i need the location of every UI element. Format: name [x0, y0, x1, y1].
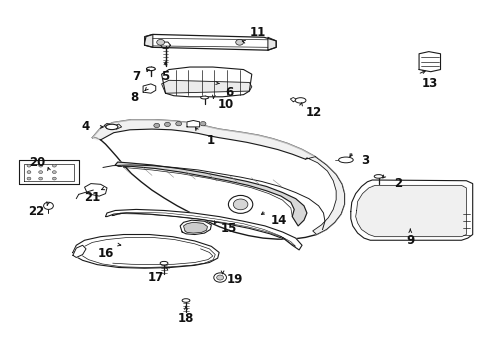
- Circle shape: [175, 122, 181, 126]
- Ellipse shape: [200, 96, 208, 99]
- Circle shape: [43, 202, 53, 210]
- Text: 13: 13: [421, 77, 437, 90]
- Polygon shape: [73, 234, 219, 268]
- Text: 10: 10: [217, 98, 234, 111]
- Polygon shape: [104, 123, 112, 129]
- Circle shape: [27, 171, 31, 174]
- Ellipse shape: [105, 124, 118, 130]
- Ellipse shape: [182, 299, 189, 302]
- Text: 7: 7: [132, 69, 140, 82]
- Polygon shape: [143, 84, 156, 93]
- Text: 17: 17: [147, 271, 163, 284]
- Circle shape: [233, 199, 247, 210]
- Text: 18: 18: [178, 311, 194, 325]
- Text: 12: 12: [305, 106, 321, 119]
- Polygon shape: [161, 80, 251, 93]
- Circle shape: [52, 177, 56, 180]
- Circle shape: [216, 275, 223, 280]
- Circle shape: [27, 177, 31, 180]
- Text: 21: 21: [84, 191, 101, 204]
- Polygon shape: [114, 124, 122, 129]
- Polygon shape: [92, 120, 344, 239]
- Polygon shape: [160, 42, 170, 48]
- Circle shape: [39, 164, 42, 167]
- Circle shape: [52, 164, 56, 167]
- Circle shape: [187, 121, 193, 126]
- Polygon shape: [186, 121, 199, 127]
- Text: 14: 14: [270, 214, 286, 227]
- Circle shape: [157, 40, 164, 45]
- Polygon shape: [144, 35, 153, 47]
- Polygon shape: [350, 180, 472, 240]
- Text: 8: 8: [130, 91, 139, 104]
- Polygon shape: [84, 184, 107, 196]
- Polygon shape: [144, 35, 276, 50]
- Text: 6: 6: [224, 86, 233, 99]
- Circle shape: [228, 195, 252, 213]
- Text: 2: 2: [393, 177, 401, 190]
- Polygon shape: [19, 160, 79, 184]
- Polygon shape: [73, 245, 86, 257]
- Polygon shape: [180, 220, 211, 234]
- Text: 15: 15: [220, 222, 237, 235]
- Ellipse shape: [160, 261, 167, 265]
- Polygon shape: [290, 98, 297, 102]
- Ellipse shape: [338, 157, 352, 163]
- Text: 5: 5: [161, 70, 169, 83]
- Circle shape: [213, 273, 226, 282]
- Text: 19: 19: [226, 273, 243, 286]
- Polygon shape: [418, 51, 440, 72]
- Circle shape: [164, 122, 170, 127]
- Text: 3: 3: [361, 154, 369, 167]
- Ellipse shape: [146, 67, 155, 71]
- Polygon shape: [305, 157, 344, 234]
- Polygon shape: [105, 210, 302, 250]
- Text: 20: 20: [29, 156, 45, 169]
- Text: 16: 16: [97, 247, 114, 260]
- Polygon shape: [183, 222, 207, 233]
- Polygon shape: [355, 185, 466, 237]
- Circle shape: [39, 171, 42, 174]
- Circle shape: [27, 164, 31, 167]
- Ellipse shape: [373, 175, 382, 178]
- Polygon shape: [92, 120, 315, 159]
- Circle shape: [235, 40, 243, 45]
- Ellipse shape: [295, 98, 305, 103]
- Polygon shape: [161, 67, 251, 97]
- Text: 4: 4: [81, 121, 90, 134]
- Circle shape: [200, 122, 205, 126]
- Text: 9: 9: [406, 234, 413, 247]
- Text: 1: 1: [206, 134, 214, 147]
- Circle shape: [39, 177, 42, 180]
- Polygon shape: [267, 37, 276, 50]
- Text: 11: 11: [249, 27, 266, 40]
- Polygon shape: [115, 162, 306, 226]
- Circle shape: [52, 171, 56, 174]
- Circle shape: [154, 123, 159, 128]
- Text: 22: 22: [28, 205, 44, 218]
